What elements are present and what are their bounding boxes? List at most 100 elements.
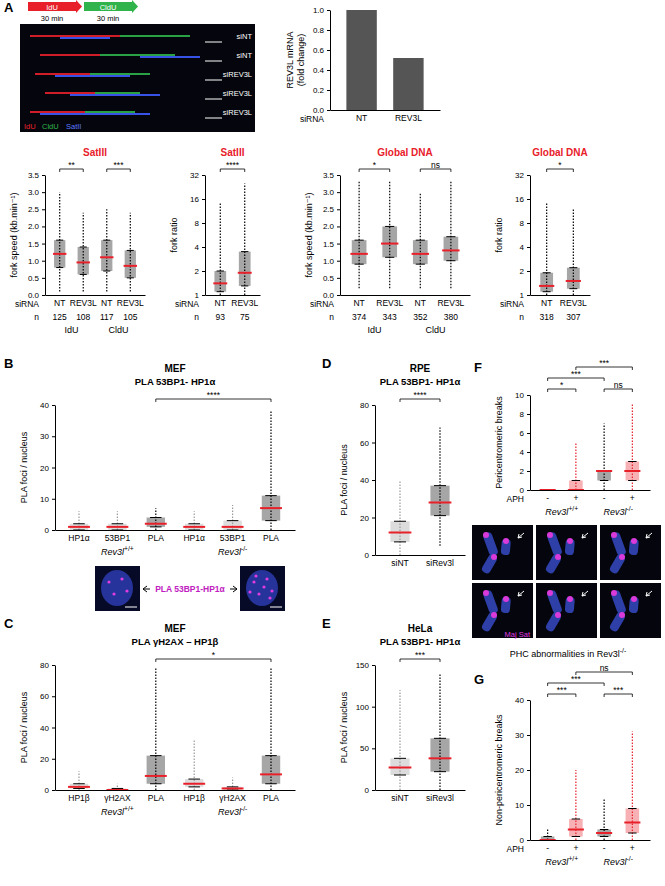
x-tick: PLA	[263, 530, 279, 543]
y-tick: 2.0	[28, 222, 45, 231]
arrow	[582, 533, 588, 538]
median	[100, 256, 113, 258]
pulse-label: CldU	[100, 3, 117, 12]
x-tick: +	[573, 490, 578, 503]
nucleus	[246, 570, 278, 606]
y-axis-title: Pericentromeric breaks	[494, 396, 504, 489]
y-tick-label: 0.5	[28, 274, 40, 283]
x-tick-label: siRev3l	[426, 793, 454, 803]
y-axis: 0.00.20.40.60.81.0	[313, 6, 331, 115]
error-cap	[569, 267, 577, 268]
row-label: siNT	[237, 51, 253, 60]
x-tick-label: PLA	[148, 533, 164, 543]
y-tick-mark	[52, 530, 55, 531]
micrograph	[536, 525, 597, 580]
y-tick-mark	[42, 244, 45, 245]
x-tick: PLA	[263, 790, 279, 803]
image-panel: PLA 53BP1-HP1α	[95, 566, 285, 611]
y-tick: 1.5	[28, 240, 45, 249]
y-tick-mark	[527, 395, 530, 396]
y-tick: 0.5	[323, 274, 340, 283]
error-cap	[227, 520, 239, 521]
n-count: 374	[352, 312, 366, 322]
error-cap	[188, 523, 200, 524]
spread	[569, 481, 583, 491]
y-tick-label: 8	[195, 219, 200, 228]
arrow	[582, 591, 588, 596]
y-tick-label: 2.0	[28, 222, 40, 231]
y-tick: 2.0	[323, 222, 340, 231]
y-axis: 010203040	[40, 401, 55, 535]
x-tick: -	[603, 490, 606, 503]
y-tick: 40	[360, 476, 375, 485]
y-tick: 0.2	[313, 86, 330, 95]
error-cap	[150, 526, 162, 527]
chart-title: RPE	[410, 363, 431, 374]
error-cap	[572, 480, 580, 481]
n-count: 117	[100, 312, 114, 322]
n-count: 93	[216, 312, 226, 322]
error-cap	[446, 236, 455, 237]
error-cap	[600, 836, 608, 837]
x-tick: HP1β	[68, 790, 90, 803]
category-title: siRNA	[175, 299, 199, 309]
y-tick-label: 2	[195, 267, 200, 276]
x-tick-label: NT	[215, 298, 226, 308]
median	[568, 829, 584, 831]
significance-label: ns	[600, 663, 609, 673]
panel-label: B	[4, 356, 13, 371]
scale-bar	[205, 99, 222, 100]
chart-title: Global DNA	[377, 147, 433, 158]
category-title: siRNA	[310, 299, 334, 309]
x-axis-line	[56, 530, 296, 531]
error-cap	[543, 836, 551, 837]
category-title: APH	[507, 844, 524, 854]
error-cap	[217, 271, 224, 272]
chromosome	[481, 553, 499, 575]
x-tick-label: PLA	[263, 533, 279, 543]
row-label: siREV3L	[223, 89, 252, 98]
error-cap	[385, 226, 394, 227]
chart: 0.00.51.01.52.02.53.03.5NTREV3LNTREV3Lfo…	[304, 147, 471, 335]
x-axis: NTREV3L	[331, 110, 441, 123]
y-tick-mark	[527, 770, 530, 771]
scale-bar	[270, 607, 282, 608]
x-tick: NT	[101, 295, 112, 308]
y-tick-mark	[327, 70, 330, 71]
x-tick: siRev3l	[426, 555, 454, 568]
spread	[569, 819, 583, 837]
scale-bar	[205, 118, 222, 119]
x-tick: -	[603, 840, 606, 853]
x-tick: REV3L	[70, 295, 97, 308]
x-tick: -	[546, 490, 549, 503]
y-axis-line	[530, 701, 531, 841]
y-tick: 32	[190, 171, 205, 180]
significance-label: ***	[114, 160, 125, 170]
x-tick: NT	[215, 295, 226, 308]
y-tick-label: 2.5	[28, 205, 40, 214]
y-tick: 60	[360, 439, 375, 448]
micrograph	[95, 566, 140, 611]
chromosome	[501, 597, 511, 614]
y-tick: 32	[515, 171, 530, 180]
dots	[540, 405, 641, 492]
chart-subtitle: PLA 53BP1- HP1α	[380, 376, 461, 387]
y-tick-label: 8	[520, 219, 525, 228]
error-cap	[188, 786, 200, 787]
x-tick-label: γH2AX	[104, 793, 131, 803]
significance-label: ns	[614, 380, 623, 390]
x-axis-line	[531, 295, 591, 296]
error-cap	[394, 521, 406, 522]
y-tick-mark	[327, 10, 330, 11]
error-cap	[416, 264, 425, 265]
image-caption: PHC abnormalities in Rev3l-/-	[510, 647, 626, 659]
y-axis-title: PLA foci / nucleus	[19, 431, 29, 503]
scale-bar	[205, 42, 222, 43]
y-axis: 020406080	[360, 401, 375, 560]
y-tick-mark	[527, 271, 530, 272]
median	[260, 507, 282, 509]
n-title: n	[34, 312, 39, 322]
x-tick-label: HP1β	[68, 793, 90, 803]
bar	[393, 58, 423, 110]
x-tick: 53BP1	[105, 530, 131, 543]
